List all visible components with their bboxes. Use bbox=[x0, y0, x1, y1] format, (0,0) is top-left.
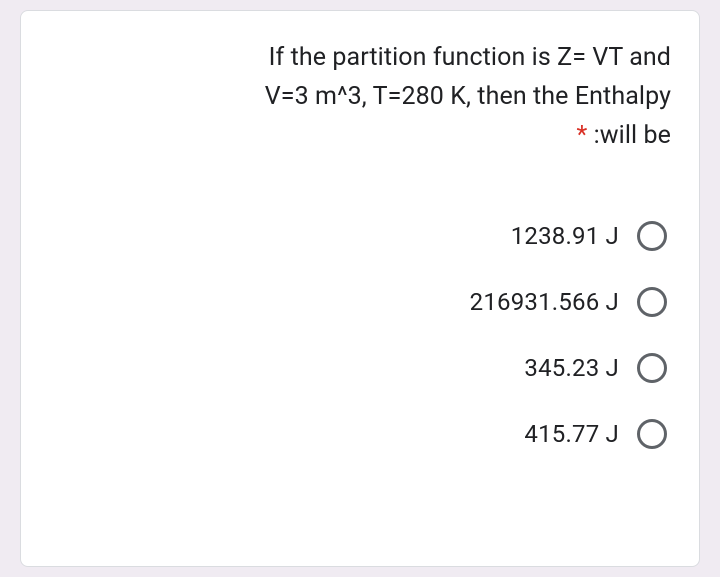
option-label: 345.23 J bbox=[524, 354, 619, 382]
question-line-3-text: :will be bbox=[594, 121, 671, 150]
radio-icon[interactable] bbox=[637, 353, 667, 383]
option-label: 216931.566 J bbox=[470, 288, 619, 316]
option-row[interactable]: 345.23 J bbox=[49, 335, 671, 401]
radio-icon[interactable] bbox=[637, 221, 667, 251]
question-text: If the partition function is Z= VT and V… bbox=[49, 39, 671, 155]
radio-icon[interactable] bbox=[637, 419, 667, 449]
question-line-1: If the partition function is Z= VT and bbox=[49, 39, 671, 78]
options-group: 1238.91 J 216931.566 J 345.23 J 415.77 J bbox=[49, 203, 671, 467]
option-row[interactable]: 415.77 J bbox=[49, 401, 671, 467]
question-card: If the partition function is Z= VT and V… bbox=[20, 10, 700, 567]
option-label: 1238.91 J bbox=[511, 222, 619, 250]
option-label: 415.77 J bbox=[524, 420, 619, 448]
option-row[interactable]: 216931.566 J bbox=[49, 269, 671, 335]
radio-icon[interactable] bbox=[637, 287, 667, 317]
question-line-3: * :will be bbox=[49, 117, 671, 156]
required-marker: * bbox=[576, 121, 587, 150]
question-line-2: V=3 m^3, T=280 K, then the Enthalpy bbox=[49, 78, 671, 117]
option-row[interactable]: 1238.91 J bbox=[49, 203, 671, 269]
